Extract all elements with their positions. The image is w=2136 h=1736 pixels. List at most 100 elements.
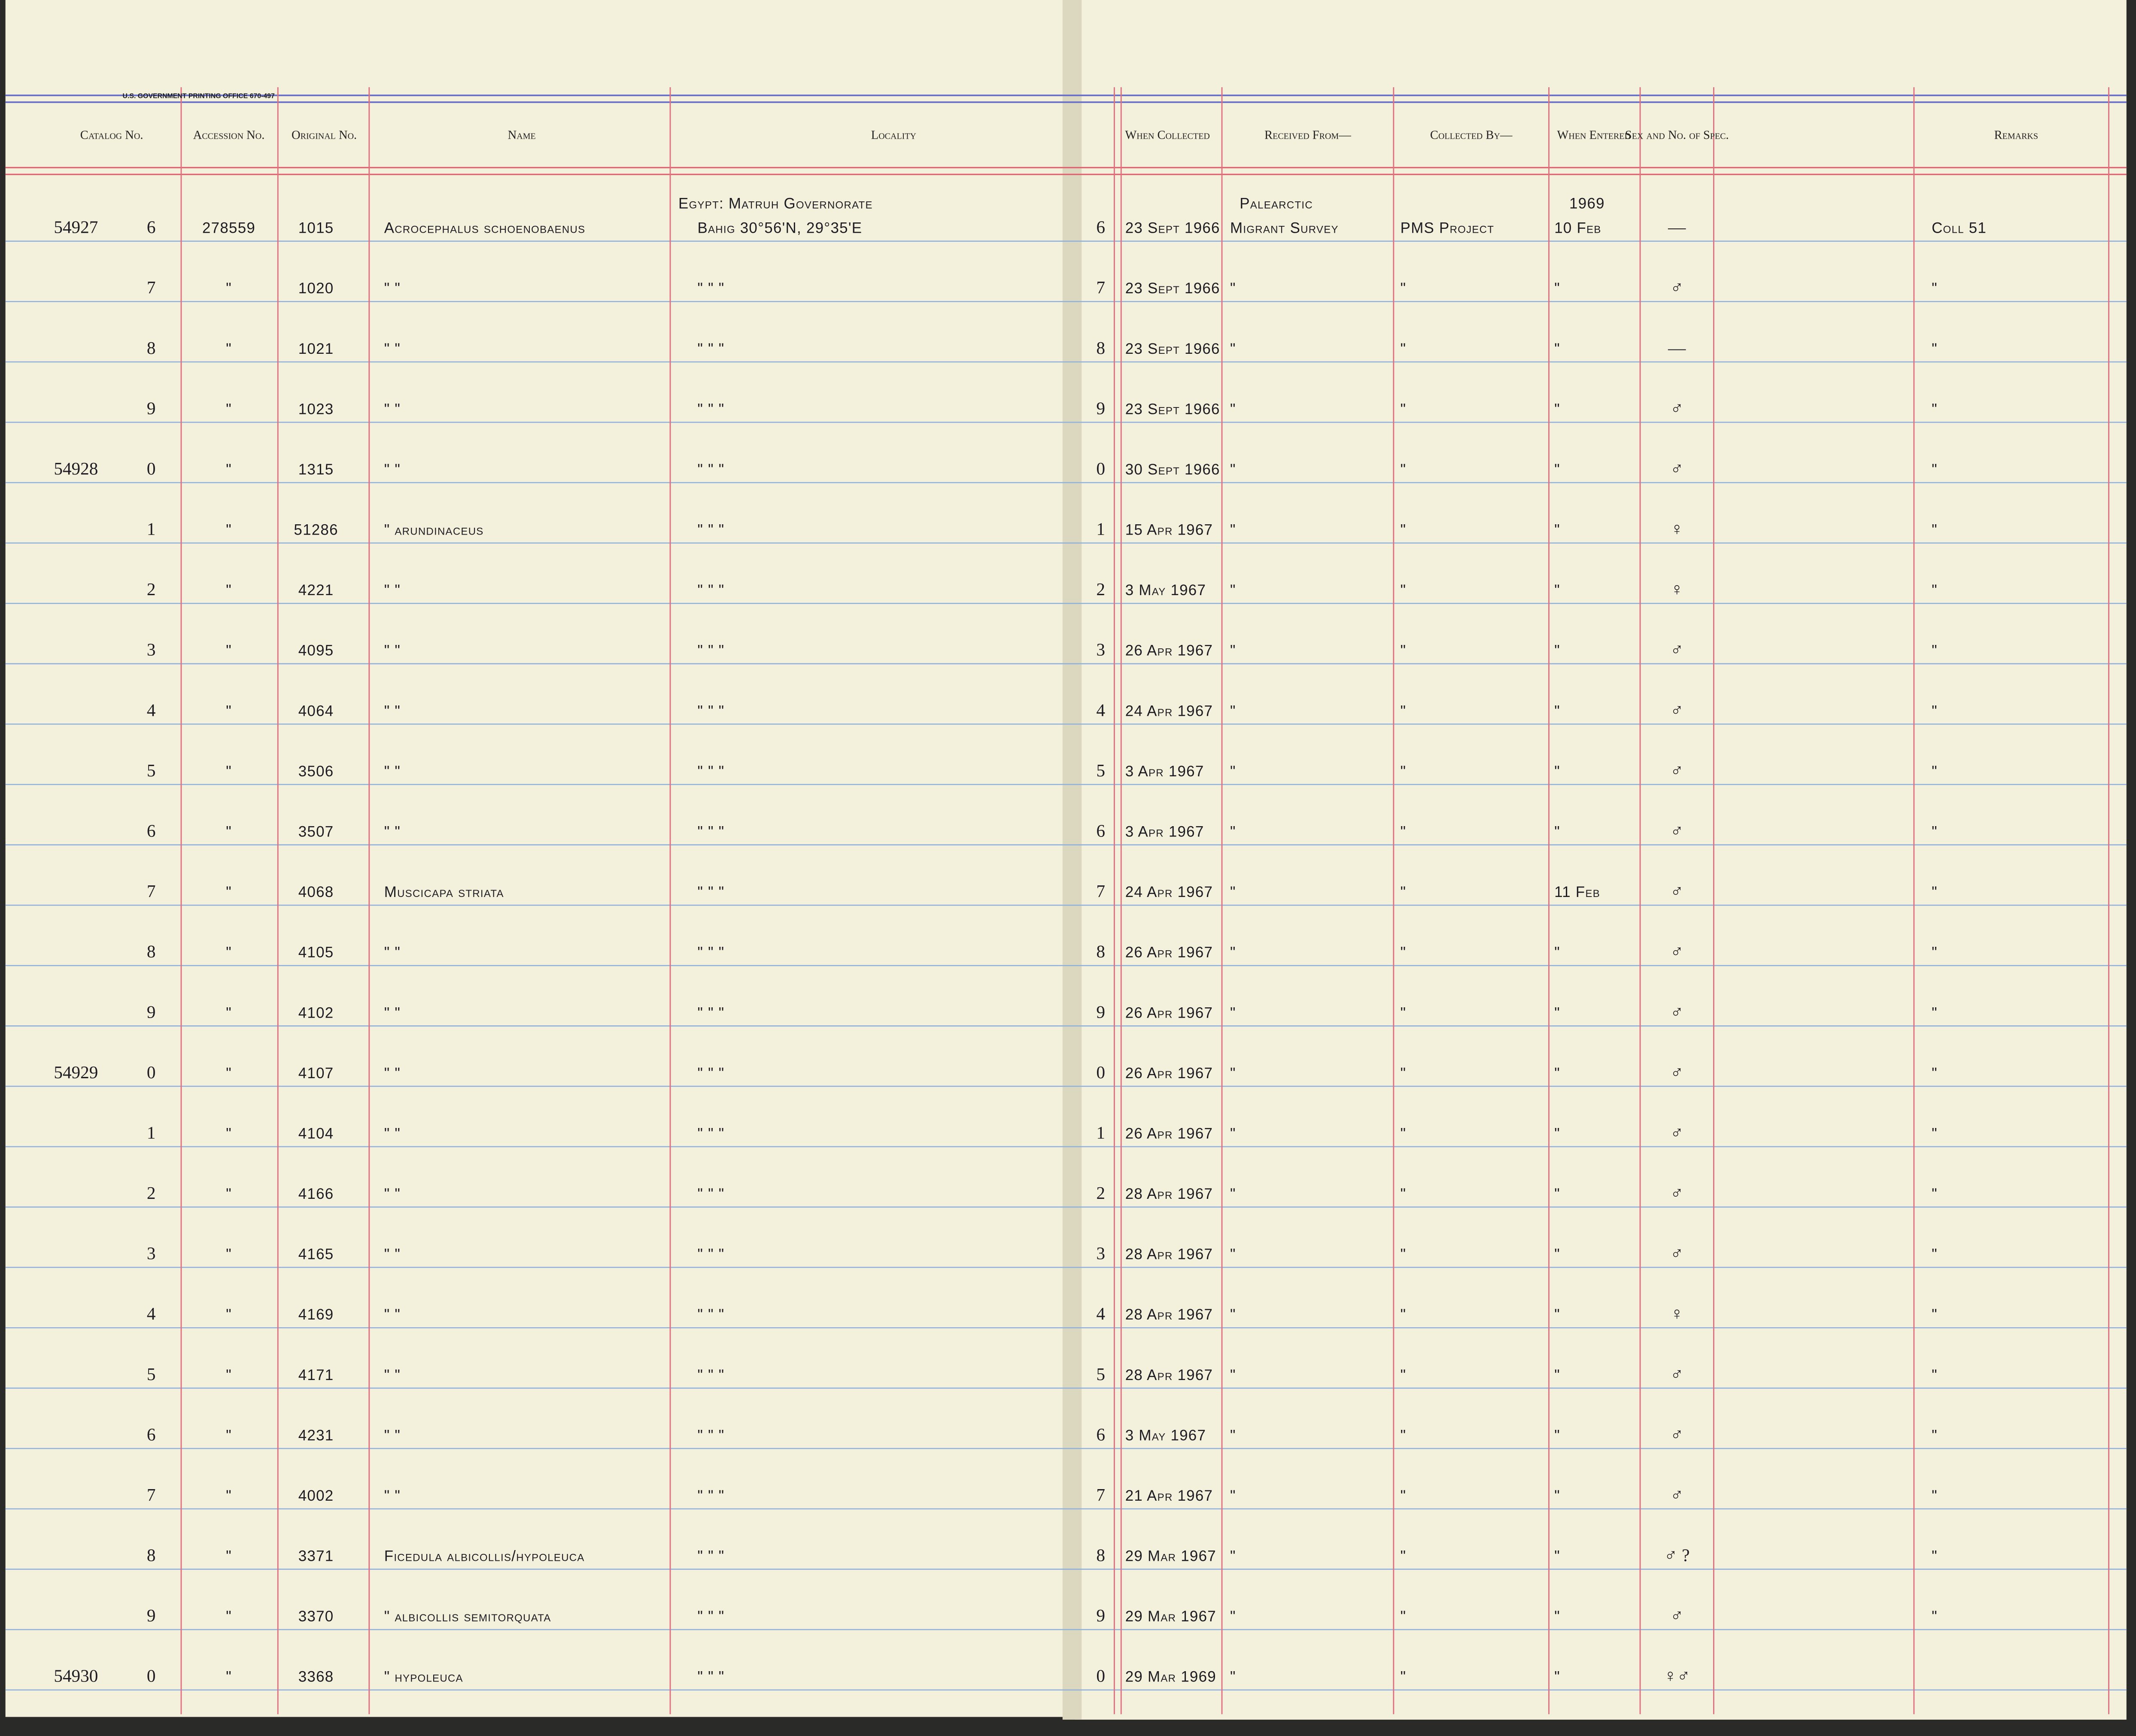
remarks: " <box>1932 1427 1938 1444</box>
catalog: 54927 <box>54 217 98 237</box>
sex: ♀ <box>1670 1304 1683 1323</box>
collected: 3 May 1967 <box>1125 1427 1206 1444</box>
column-headers: Catalog No. Accession No. Original No. Name… <box>80 129 2038 142</box>
collected-by: " <box>1401 1548 1407 1565</box>
line: 1 <box>1096 1122 1105 1142</box>
collected-by: " <box>1401 1487 1407 1504</box>
received: " <box>1230 1004 1236 1021</box>
digit: 1 <box>147 519 156 539</box>
accession: " <box>226 884 232 900</box>
collected: 29 Mar 1969 <box>1125 1669 1216 1685</box>
locality: " " " <box>697 1246 724 1263</box>
collected-by: " <box>1401 884 1407 900</box>
collected-by: " <box>1401 1608 1407 1625</box>
digit: 5 <box>147 760 156 780</box>
entered: " <box>1554 1427 1560 1444</box>
received: " <box>1230 944 1236 961</box>
line: 8 <box>1096 338 1105 358</box>
remarks: " <box>1932 1125 1938 1142</box>
received: " <box>1230 582 1236 599</box>
collected-by: PMS Project <box>1401 220 1495 237</box>
original: 3507 <box>298 824 334 840</box>
accession: " <box>226 1186 232 1202</box>
line: 5 <box>1096 1364 1105 1384</box>
name: " hypoleuca <box>384 1669 463 1685</box>
collected-by: " <box>1401 1246 1407 1263</box>
digit: 0 <box>147 459 156 478</box>
column-header: Original No. <box>292 129 357 142</box>
remarks: " <box>1932 702 1938 719</box>
digit: 7 <box>147 881 156 901</box>
name: " " <box>384 1306 401 1323</box>
entered: " <box>1554 1065 1560 1082</box>
digit: 9 <box>147 398 156 418</box>
digit: 9 <box>147 1605 156 1625</box>
received: " <box>1230 1125 1236 1142</box>
accession: " <box>226 522 232 538</box>
collected-by: " <box>1401 341 1407 357</box>
line: 8 <box>1096 942 1105 961</box>
original: 4068 <box>298 884 334 900</box>
original: 4095 <box>298 642 334 659</box>
rule-lines <box>5 87 2127 1715</box>
name: " " <box>384 1367 401 1383</box>
received: " <box>1230 1306 1236 1323</box>
digit: 8 <box>147 942 156 961</box>
collected: 30 Sept 1966 <box>1125 461 1220 478</box>
name: " " <box>384 763 401 780</box>
accession: " <box>226 1246 232 1263</box>
remarks: " <box>1932 944 1938 961</box>
received: " <box>1230 642 1236 659</box>
column-header: Accession No. <box>193 129 265 142</box>
received: " <box>1230 1548 1236 1565</box>
entered: " <box>1554 763 1560 780</box>
original: 1021 <box>298 341 334 357</box>
digit: 7 <box>147 277 156 297</box>
collected: 28 Apr 1967 <box>1125 1246 1213 1263</box>
name: " " <box>384 341 401 357</box>
collected-by: " <box>1401 1065 1407 1082</box>
collected-by: " <box>1401 1669 1407 1685</box>
original: 4166 <box>298 1186 334 1202</box>
line: 0 <box>1096 459 1105 478</box>
original: 4231 <box>298 1427 334 1444</box>
remarks: " <box>1932 1306 1938 1323</box>
line: 4 <box>1096 1304 1105 1323</box>
entered: 11 Feb <box>1554 884 1600 900</box>
name: " " <box>384 280 401 297</box>
left-page <box>5 0 1071 1717</box>
accession: " <box>226 582 232 599</box>
collected-by: " <box>1401 522 1407 538</box>
sex: ♂ <box>1670 1183 1683 1203</box>
entered: " <box>1554 1306 1560 1323</box>
sex: ♂ <box>1670 1364 1683 1384</box>
collected-by: " <box>1401 642 1407 659</box>
collected: 23 Sept 1966 <box>1125 280 1220 297</box>
received: " <box>1230 884 1236 900</box>
received: " <box>1230 1065 1236 1082</box>
line: 9 <box>1096 398 1105 418</box>
collected-by: " <box>1401 461 1407 478</box>
sex: ♂ <box>1670 459 1683 478</box>
column-header: Received From— <box>1264 129 1351 142</box>
column-header: Remarks <box>1994 129 2038 142</box>
sex: ♂ <box>1670 1424 1683 1444</box>
original: 1315 <box>298 461 334 478</box>
received: " <box>1230 1186 1236 1202</box>
original: 4102 <box>298 1004 334 1021</box>
locality: " " " <box>697 1065 724 1082</box>
collected: 29 Mar 1967 <box>1125 1608 1216 1625</box>
locality: " " " <box>697 824 724 840</box>
name: " " <box>384 401 401 417</box>
remarks: " <box>1932 341 1938 357</box>
digit: 0 <box>147 1666 156 1686</box>
collected: 28 Apr 1967 <box>1125 1186 1213 1202</box>
locality: " " " <box>697 884 724 900</box>
remarks: " <box>1932 1004 1938 1021</box>
line: 3 <box>1096 1243 1105 1263</box>
column-header: Name <box>508 129 536 142</box>
entered: " <box>1554 1669 1560 1685</box>
original: 4002 <box>298 1487 334 1504</box>
original: 3371 <box>298 1548 334 1565</box>
